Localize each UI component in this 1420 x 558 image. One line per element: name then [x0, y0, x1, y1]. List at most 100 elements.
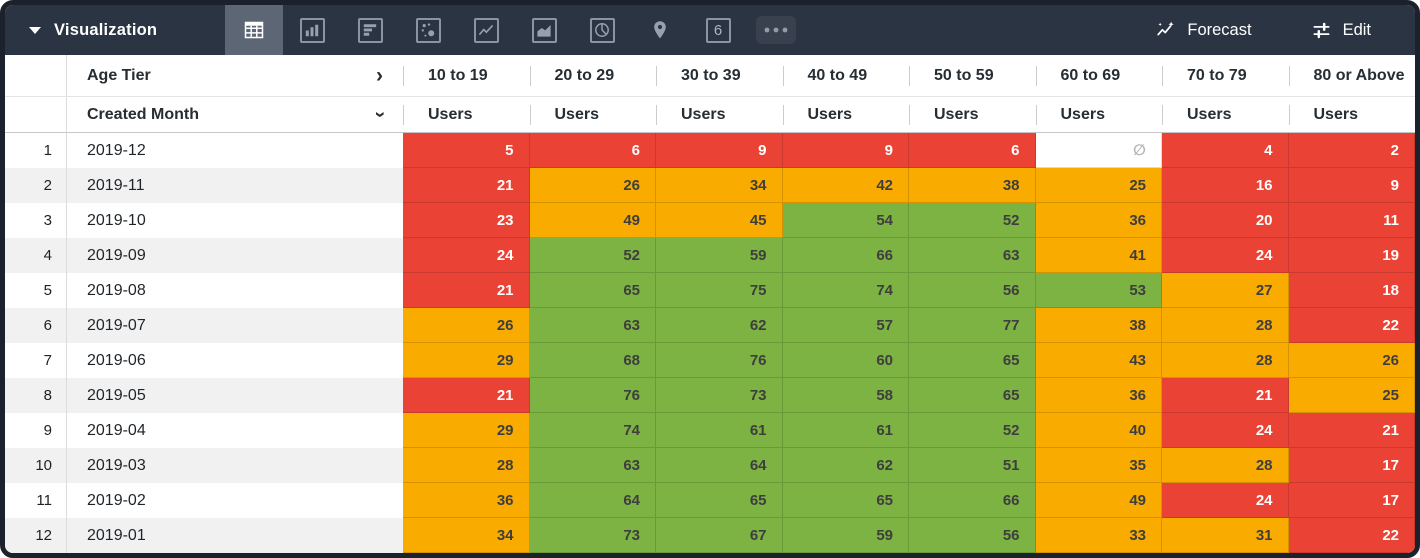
- value-cell[interactable]: 66: [909, 483, 1036, 518]
- value-cell[interactable]: 52: [529, 238, 656, 273]
- value-cell[interactable]: 16: [1162, 168, 1289, 203]
- value-cell[interactable]: 26: [403, 308, 530, 343]
- pivot-field-header[interactable]: Age Tier ›: [67, 55, 403, 97]
- measure-header[interactable]: Users: [529, 97, 656, 133]
- value-cell[interactable]: 38: [1035, 308, 1162, 343]
- value-cell[interactable]: 26: [1288, 343, 1415, 378]
- value-cell[interactable]: 41: [1035, 238, 1162, 273]
- value-cell[interactable]: 24: [1162, 238, 1289, 273]
- measure-header[interactable]: Users: [403, 97, 530, 133]
- value-cell[interactable]: 23: [403, 203, 530, 238]
- month-cell[interactable]: 2019-12: [87, 141, 146, 159]
- value-cell[interactable]: 18: [1288, 273, 1415, 308]
- value-cell[interactable]: 25: [1035, 168, 1162, 203]
- value-cell[interactable]: 42: [782, 168, 909, 203]
- value-cell[interactable]: 35: [1035, 448, 1162, 483]
- value-cell[interactable]: 31: [1162, 518, 1289, 553]
- month-cell[interactable]: 2019-10: [87, 211, 146, 229]
- column-header-age-tier[interactable]: 60 to 69: [1035, 55, 1162, 97]
- value-cell[interactable]: 36: [1035, 203, 1162, 238]
- value-cell[interactable]: 43: [1035, 343, 1162, 378]
- tool-map-pin[interactable]: [631, 5, 689, 55]
- value-cell[interactable]: 9: [782, 133, 909, 168]
- value-cell[interactable]: 28: [1162, 343, 1289, 378]
- value-cell[interactable]: 17: [1288, 448, 1415, 483]
- value-cell[interactable]: 73: [656, 378, 783, 413]
- value-cell[interactable]: 25: [1288, 378, 1415, 413]
- value-cell[interactable]: 56: [909, 518, 1036, 553]
- measure-header[interactable]: Users: [909, 97, 1036, 133]
- tool-area-chart[interactable]: [515, 5, 573, 55]
- column-header-age-tier[interactable]: 50 to 59: [909, 55, 1036, 97]
- value-cell[interactable]: 17: [1288, 483, 1415, 518]
- value-cell[interactable]: 58: [782, 378, 909, 413]
- value-cell[interactable]: 76: [529, 378, 656, 413]
- measure-header[interactable]: Users: [1035, 97, 1162, 133]
- value-cell[interactable]: 65: [909, 343, 1036, 378]
- tool-more[interactable]: [747, 5, 805, 55]
- value-cell[interactable]: 65: [656, 483, 783, 518]
- column-header-age-tier[interactable]: 70 to 79: [1162, 55, 1289, 97]
- tool-column-chart[interactable]: [283, 5, 341, 55]
- value-cell[interactable]: 52: [909, 203, 1036, 238]
- value-cell[interactable]: 64: [529, 483, 656, 518]
- value-cell[interactable]: 28: [403, 448, 530, 483]
- value-cell[interactable]: 77: [909, 308, 1036, 343]
- month-cell[interactable]: 2019-08: [87, 281, 146, 299]
- value-cell[interactable]: 28: [1162, 308, 1289, 343]
- value-cell[interactable]: 9: [1288, 168, 1415, 203]
- value-cell[interactable]: 74: [529, 413, 656, 448]
- value-cell[interactable]: 28: [1162, 448, 1289, 483]
- value-cell[interactable]: 24: [1162, 413, 1289, 448]
- value-cell[interactable]: 34: [403, 518, 530, 553]
- value-cell[interactable]: 34: [656, 168, 783, 203]
- value-cell[interactable]: 29: [403, 343, 530, 378]
- value-cell[interactable]: 76: [656, 343, 783, 378]
- month-cell[interactable]: 2019-05: [67, 378, 403, 413]
- value-cell[interactable]: 6: [529, 133, 656, 168]
- value-cell[interactable]: 20: [1162, 203, 1289, 238]
- value-cell[interactable]: 74: [782, 273, 909, 308]
- value-cell[interactable]: 40: [1035, 413, 1162, 448]
- edit-button[interactable]: Edit: [1310, 5, 1371, 55]
- measure-header[interactable]: Users: [782, 97, 909, 133]
- value-cell[interactable]: 4: [1162, 133, 1289, 168]
- value-cell[interactable]: 60: [782, 343, 909, 378]
- value-cell[interactable]: 49: [1035, 483, 1162, 518]
- column-header-age-tier[interactable]: 40 to 49: [782, 55, 909, 97]
- value-cell[interactable]: 65: [529, 273, 656, 308]
- column-header-age-tier[interactable]: 10 to 19: [403, 55, 530, 97]
- value-cell[interactable]: 75: [656, 273, 783, 308]
- value-cell[interactable]: 49: [529, 203, 656, 238]
- measure-header[interactable]: Users: [1162, 97, 1289, 133]
- value-cell[interactable]: 19: [1288, 238, 1415, 273]
- value-cell[interactable]: 24: [403, 238, 530, 273]
- value-cell[interactable]: 5: [403, 133, 530, 168]
- chevron-down-icon[interactable]: ›: [369, 111, 391, 118]
- column-header-age-tier[interactable]: 20 to 29: [529, 55, 656, 97]
- value-cell[interactable]: 6: [909, 133, 1036, 168]
- value-cell[interactable]: 73: [529, 518, 656, 553]
- column-header-age-tier[interactable]: 80 or Above: [1288, 55, 1415, 97]
- value-cell[interactable]: 65: [909, 378, 1036, 413]
- value-cell[interactable]: 2: [1288, 133, 1415, 168]
- value-cell[interactable]: 59: [782, 518, 909, 553]
- tool-single-value[interactable]: 6: [689, 5, 747, 55]
- value-cell[interactable]: 38: [909, 168, 1036, 203]
- value-cell[interactable]: 9: [656, 133, 783, 168]
- tool-bar-chart[interactable]: [341, 5, 399, 55]
- value-cell[interactable]: 59: [656, 238, 783, 273]
- value-cell[interactable]: 36: [403, 483, 530, 518]
- forecast-button[interactable]: Forecast: [1155, 5, 1252, 55]
- value-cell[interactable]: 21: [1162, 378, 1289, 413]
- month-cell[interactable]: 2019-03: [67, 448, 403, 483]
- month-cell[interactable]: 2019-04: [87, 421, 146, 439]
- value-cell[interactable]: 62: [782, 448, 909, 483]
- value-cell[interactable]: 57: [782, 308, 909, 343]
- value-cell[interactable]: 51: [909, 448, 1036, 483]
- dimension-field-header[interactable]: Created Month ›: [67, 97, 403, 133]
- month-cell[interactable]: 2019-02: [87, 491, 146, 509]
- value-cell[interactable]: 45: [656, 203, 783, 238]
- value-cell[interactable]: 11: [1288, 203, 1415, 238]
- tool-scatter-chart[interactable]: [399, 5, 457, 55]
